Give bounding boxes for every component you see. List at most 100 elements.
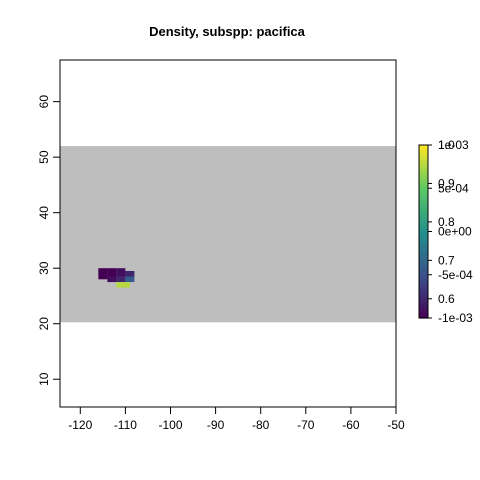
legend-color-step bbox=[419, 294, 428, 299]
legend-color-step bbox=[419, 303, 428, 308]
legend-color-step bbox=[419, 170, 428, 175]
x-tick-label: -50 bbox=[387, 418, 405, 432]
legend-color-step bbox=[419, 234, 428, 238]
legend-color-step bbox=[419, 280, 428, 284]
legend-color-step bbox=[419, 185, 428, 189]
legend-color-step bbox=[419, 266, 428, 270]
heatmap-cell bbox=[125, 282, 130, 288]
x-tick-label: -70 bbox=[297, 418, 315, 432]
legend-color-step bbox=[419, 283, 428, 287]
y-tick-label: 50 bbox=[37, 150, 51, 164]
legend-scale-a-label: 0.8 bbox=[438, 215, 455, 229]
legend-color-step bbox=[419, 162, 428, 166]
legend-color-step bbox=[419, 306, 428, 310]
legend-color-step bbox=[419, 237, 428, 241]
legend-color-step bbox=[419, 257, 428, 261]
legend-color-step bbox=[419, 277, 428, 282]
chart-title: Density, subspp: pacifica bbox=[149, 24, 306, 39]
legend-color-step bbox=[419, 173, 428, 178]
legend-color-step bbox=[419, 286, 428, 290]
x-tick-label: -110 bbox=[114, 418, 137, 432]
legend-color-step bbox=[419, 145, 428, 149]
legend-color-step bbox=[419, 188, 428, 192]
x-tick-label: -120 bbox=[68, 418, 92, 432]
legend-color-step bbox=[419, 165, 428, 169]
legend-scale-a-label: 0.9 bbox=[438, 176, 455, 190]
legend-color-step bbox=[419, 153, 428, 158]
legend-scale-b-label: -5e-04 bbox=[438, 268, 473, 282]
legend-color-step bbox=[419, 196, 428, 201]
legend-color-step bbox=[419, 263, 428, 267]
x-tick-label: -80 bbox=[252, 418, 270, 432]
legend-color-step bbox=[419, 182, 428, 186]
legend-color-step bbox=[419, 147, 428, 152]
y-tick-label: 40 bbox=[37, 206, 51, 220]
legend-color-step bbox=[419, 292, 428, 296]
legend-scale-a-label: 0.7 bbox=[438, 253, 455, 267]
legend-color-step bbox=[419, 194, 428, 198]
legend-color-step bbox=[419, 289, 428, 293]
legend-scale-b-label: 1e-03 bbox=[438, 138, 469, 152]
legend-color-step bbox=[419, 312, 428, 316]
legend-color-step bbox=[419, 315, 428, 319]
legend-color-step bbox=[419, 231, 428, 235]
y-tick-label: 60 bbox=[37, 95, 51, 109]
legend-color-step bbox=[419, 300, 428, 305]
legend-scale-a-label: 0.6 bbox=[438, 292, 455, 306]
legend-scale-b-label: -1e-03 bbox=[438, 311, 473, 325]
legend-color-step bbox=[419, 176, 428, 181]
heatmap-cell bbox=[107, 268, 117, 280]
legend-color-step bbox=[419, 309, 428, 313]
legend-color-step bbox=[419, 168, 428, 172]
legend-color-step bbox=[419, 248, 428, 253]
legend-color-step bbox=[419, 156, 428, 161]
legend-color-step bbox=[419, 211, 428, 215]
legend-color-step bbox=[419, 271, 428, 276]
plot-frame bbox=[59, 59, 397, 408]
legend-color-step bbox=[419, 268, 428, 273]
y-tick-label: 30 bbox=[37, 261, 51, 275]
legend-color-step bbox=[419, 199, 428, 204]
legend-color-step bbox=[419, 225, 428, 230]
heatmap-cell bbox=[107, 276, 117, 283]
heatmap-cell bbox=[116, 276, 126, 283]
legend-color-step bbox=[419, 254, 428, 259]
legend-color-step bbox=[419, 297, 428, 302]
legend-color-step bbox=[419, 208, 428, 212]
legend-color-step bbox=[419, 159, 428, 163]
heatmap-cell bbox=[125, 270, 135, 277]
legend-color-step bbox=[419, 260, 428, 264]
legend-color-step bbox=[419, 217, 428, 221]
legend-color-step bbox=[419, 150, 428, 155]
x-tick-label: -90 bbox=[207, 418, 225, 432]
background-region bbox=[60, 146, 396, 323]
legend-color-step bbox=[419, 245, 428, 250]
legend-scale-b-label: 5e-04 bbox=[438, 181, 469, 195]
heatmap-cell bbox=[116, 282, 126, 288]
heatmap-cell bbox=[116, 268, 126, 277]
y-tick-label: 10 bbox=[37, 372, 51, 386]
x-tick-label: -100 bbox=[158, 418, 182, 432]
legend-color-step bbox=[419, 202, 428, 207]
legend-color-step bbox=[419, 228, 428, 233]
heatmap-cells bbox=[98, 268, 135, 288]
legend-color-step bbox=[419, 243, 428, 247]
legend-color-step bbox=[419, 222, 428, 227]
legend-color-step bbox=[419, 240, 428, 244]
color-legend: 1.0 0.9 0.8 0.7 0.6 1e-03 5e-04 0e+00 -5e-04 -1e-… bbox=[418, 138, 473, 325]
y-axis: 10 20 30 40 50 60 bbox=[37, 95, 60, 386]
heatmap-cell bbox=[125, 276, 135, 283]
x-tick-label: -60 bbox=[342, 418, 360, 432]
legend-color-step bbox=[419, 214, 428, 218]
legend-scale-b-label: 0e+00 bbox=[438, 225, 472, 239]
legend-color-step bbox=[419, 191, 428, 195]
legend-color-step bbox=[419, 251, 428, 256]
y-tick-label: 20 bbox=[37, 317, 51, 331]
legend-scale-a-label: 1.0 bbox=[438, 138, 455, 152]
legend-color-step bbox=[419, 205, 428, 210]
legend-color-step bbox=[419, 274, 428, 279]
legend-color-step bbox=[419, 179, 428, 184]
x-axis: -120 -110 -100 -90 -80 -70 -60 -50 bbox=[68, 407, 405, 432]
legend-color-step bbox=[419, 219, 428, 224]
